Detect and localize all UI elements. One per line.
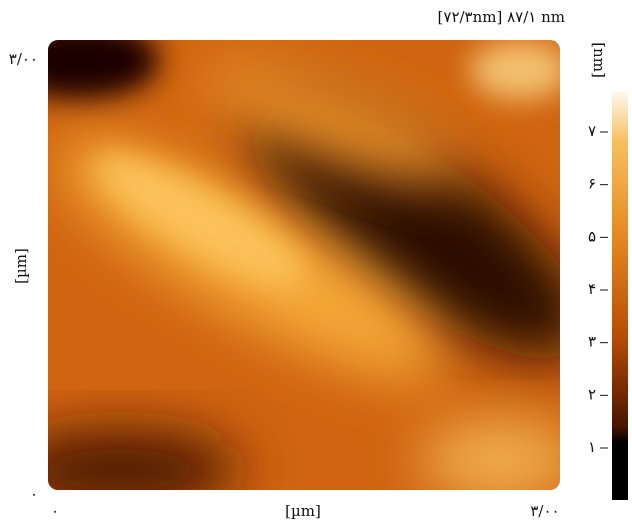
height-range: [۷۲/۳nm] ۸۷/۱ nm — [438, 8, 565, 26]
colorbar-tick-label: ۶ — [588, 175, 596, 193]
colorbar-tick-label: ۴ — [588, 280, 596, 298]
afm-image — [48, 40, 560, 490]
y-bottom-label: ۰ — [30, 485, 38, 503]
colorbar-label: [nm] — [590, 42, 608, 78]
x-right-label: ۳/۰۰ — [530, 502, 559, 520]
colorbar-tick-label: ۲ — [588, 385, 596, 403]
y-top-label: ۳/۰۰ — [9, 50, 38, 68]
colorbar-tick-label: ۵ — [588, 227, 596, 245]
colorbar-tick-label: ۱ — [588, 438, 596, 456]
x-left-label: ۰ — [51, 502, 59, 520]
colorbar-tick-label: ۳ — [588, 333, 596, 351]
x-axis-label: [µm] — [285, 502, 321, 520]
y-axis-label: [µm] — [12, 248, 30, 284]
colorbar-tick-label: ۷ — [588, 122, 596, 140]
colorbar-ticks: ۷ ۶ ۵ ۴ ۳ ۲ ۱ — [588, 122, 608, 456]
colorbar — [612, 92, 628, 500]
